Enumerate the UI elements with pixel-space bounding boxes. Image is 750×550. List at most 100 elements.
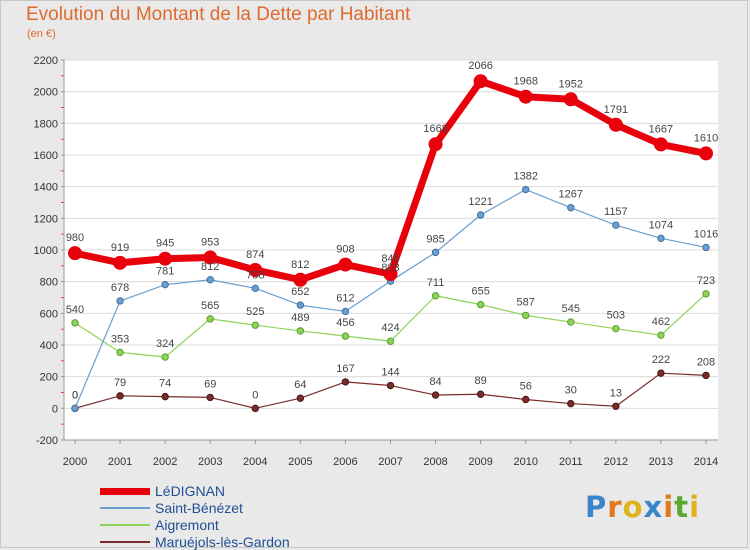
data-point (657, 234, 665, 242)
y-tick-label: 600 (40, 308, 58, 320)
data-point (702, 243, 710, 252)
data-label: 540 (66, 304, 84, 316)
logo-letter: i (663, 490, 675, 524)
data-label: 1968 (513, 76, 537, 88)
data-label: 13 (610, 387, 622, 399)
data-point (431, 391, 440, 399)
x-tick-label: 2005 (288, 456, 312, 468)
data-point (296, 327, 305, 335)
data-label: 462 (652, 316, 670, 328)
data-point (116, 348, 124, 357)
data-point (206, 315, 214, 323)
logo-letter: i (689, 490, 701, 524)
chart-title: Evolution du Montant de la Dette par Hab… (26, 4, 411, 25)
data-label: 1221 (468, 196, 492, 208)
data-label: 953 (201, 236, 219, 248)
data-label: 208 (697, 356, 715, 368)
data-label: 848 (381, 253, 399, 265)
y-tick-label: 1800 (34, 118, 58, 130)
data-point (71, 319, 79, 327)
x-tick-label: 2009 (468, 456, 492, 468)
data-point (567, 204, 575, 212)
y-tick-label: 400 (40, 340, 58, 352)
data-point (653, 137, 668, 152)
y-tick-label: 1600 (34, 150, 58, 162)
logo-letter: o (622, 490, 644, 524)
data-label: 353 (111, 333, 129, 345)
data-label: 2066 (468, 60, 492, 72)
x-tick-label: 2002 (153, 456, 177, 468)
data-point (657, 369, 665, 377)
y-tick-label: 0 (52, 403, 58, 415)
x-tick-label: 2000 (63, 456, 87, 468)
y-tick-label: 800 (40, 277, 58, 289)
data-label: 655 (471, 286, 489, 298)
data-label: 587 (517, 296, 535, 308)
data-point (657, 331, 665, 339)
data-point (431, 292, 440, 300)
x-tick-label: 2008 (423, 456, 447, 468)
data-point (296, 394, 305, 402)
data-point (522, 311, 530, 320)
data-label: 612 (336, 292, 354, 304)
data-label: 1267 (559, 189, 583, 201)
data-label: 30 (565, 385, 577, 397)
data-label: 652 (291, 286, 309, 298)
data-label: 803 (381, 262, 399, 274)
data-point (113, 255, 128, 270)
legend-swatch (100, 507, 150, 509)
data-label: 74 (159, 378, 171, 390)
data-point (338, 257, 353, 272)
logo-letter: P (585, 490, 608, 524)
data-label: 545 (562, 303, 580, 315)
data-point (341, 378, 350, 386)
y-tick-label: -200 (36, 435, 58, 447)
data-label: 874 (246, 249, 264, 261)
legend-swatch (100, 524, 150, 526)
data-point (473, 74, 488, 89)
chart-unit: (en €) (27, 28, 56, 40)
y-tick-label: 1200 (34, 213, 58, 225)
data-point (341, 332, 350, 340)
x-tick-label: 2007 (378, 456, 402, 468)
data-label: 64 (294, 379, 306, 391)
data-label: 985 (426, 233, 444, 245)
data-point (702, 290, 710, 298)
data-label: 79 (114, 377, 126, 389)
data-label: 489 (291, 312, 309, 324)
data-label: 1382 (513, 171, 537, 183)
data-point (206, 276, 214, 284)
data-point (608, 117, 623, 132)
data-point (612, 221, 620, 229)
x-tick-label: 2003 (198, 456, 222, 468)
data-point (567, 318, 575, 326)
data-point (386, 381, 395, 390)
data-point (161, 392, 169, 401)
data-label: 678 (111, 282, 129, 294)
data-label: 565 (201, 300, 219, 312)
y-tick-label: 2000 (34, 87, 58, 99)
data-label: 1667 (649, 123, 673, 135)
logo-letter: x (643, 490, 664, 524)
data-point (383, 267, 398, 282)
y-tick-label: 1400 (34, 182, 58, 194)
data-point (158, 251, 173, 266)
data-point (476, 390, 485, 398)
data-label: 456 (336, 317, 354, 329)
data-label: 758 (246, 269, 264, 281)
y-tick-label: 1000 (34, 245, 58, 257)
data-label: 711 (427, 277, 445, 289)
data-label: 1074 (649, 219, 673, 231)
data-label: 424 (381, 322, 399, 334)
data-point (161, 353, 169, 361)
logo-letter: r (607, 490, 623, 524)
data-label: 1157 (604, 206, 628, 218)
data-label: 89 (475, 375, 487, 387)
data-point (518, 89, 533, 104)
legend-label: Maruéjols-lès-Gardon (155, 534, 290, 550)
data-label: 324 (156, 338, 174, 350)
data-point (251, 284, 259, 293)
data-point (251, 321, 259, 329)
data-point (428, 137, 443, 152)
